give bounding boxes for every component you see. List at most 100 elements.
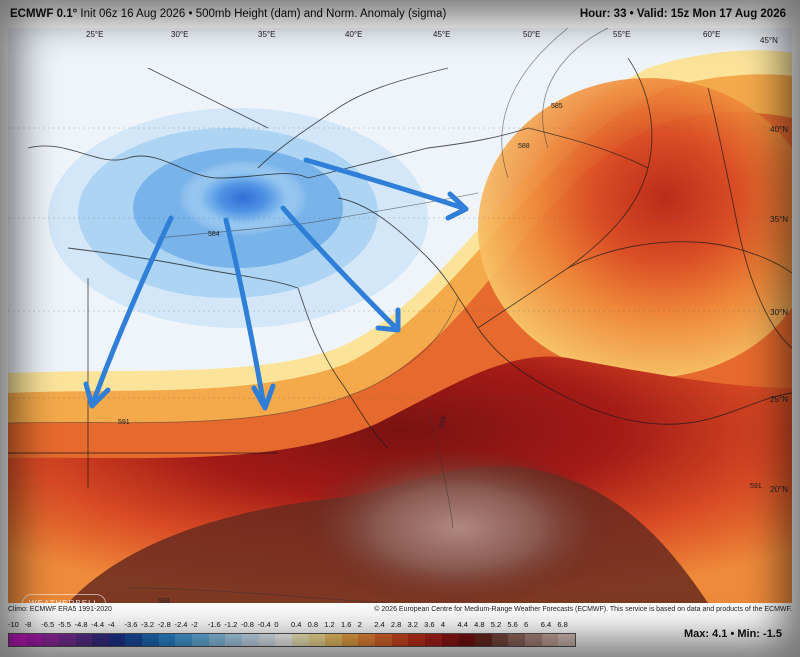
scale-label: -3.6 xyxy=(124,620,138,629)
lon-label: 60°E xyxy=(703,30,720,39)
lon-label: 45°N xyxy=(760,36,778,45)
scale-swatch xyxy=(474,634,492,646)
scale-swatch xyxy=(291,634,309,646)
scale-swatch xyxy=(308,634,326,646)
arrow-east xyxy=(303,157,466,211)
scale-label: -4.4 xyxy=(91,620,105,629)
lon-label: 30°E xyxy=(171,30,188,39)
weatherbell-logo: WEATHERBELL xyxy=(22,594,106,603)
lat-label: 30°N xyxy=(770,308,788,317)
scale-label: -2.4 xyxy=(174,620,188,629)
scale-swatch xyxy=(375,634,392,646)
scale-swatch xyxy=(125,634,143,646)
credit-line: Climo: ECMWF ERA5 1991-2020 © 2026 Europ… xyxy=(8,605,792,617)
scale-swatch xyxy=(458,634,475,646)
scale-label: 1.2 xyxy=(324,620,335,629)
contour-label: 588 xyxy=(518,143,530,150)
lat-label: 20°N xyxy=(770,485,788,494)
scale-swatch xyxy=(108,634,126,646)
scale-label: -1.2 xyxy=(224,620,238,629)
scale-label: -10 xyxy=(8,620,19,629)
scale-label: 4 xyxy=(440,620,445,629)
scale-label: 4.4 xyxy=(457,620,468,629)
longitude-labels: 25°E 30°E 35°E 40°E 45°E 50°E 55°E 60°E … xyxy=(86,30,778,45)
contour-label: 591 xyxy=(118,419,130,426)
scale-swatch xyxy=(175,634,193,646)
arrowhead-east xyxy=(445,191,469,221)
lat-label: 35°N xyxy=(770,215,788,224)
scale-swatch xyxy=(75,634,93,646)
scale-label: -0.8 xyxy=(241,620,254,629)
scale-swatch xyxy=(241,634,259,646)
lon-label: 55°E xyxy=(613,30,630,39)
scale-label: 5.2 xyxy=(490,620,502,629)
scale-swatch xyxy=(9,634,26,646)
scale-swatch xyxy=(192,634,209,646)
max-min-readout: Max: 4.1 • Min: -1.5 xyxy=(684,628,782,640)
scale-swatch xyxy=(208,634,226,646)
scale-label: -5.5 xyxy=(57,620,71,629)
latitude-labels: 40°N 35°N 30°N 25°N 20°N xyxy=(770,125,788,494)
contour-label: 591 xyxy=(750,483,762,490)
scale-swatch xyxy=(225,634,242,646)
scale-swatch xyxy=(541,634,559,646)
scale-label: 2.8 xyxy=(390,620,402,629)
scale-swatch xyxy=(325,634,342,646)
contour-label: 593 xyxy=(158,598,170,603)
scale-swatch xyxy=(408,634,426,646)
scale-swatch xyxy=(491,634,509,646)
contour-label: 585 xyxy=(551,103,563,110)
scale-label: -2 xyxy=(191,620,198,629)
scale-label: 5.6 xyxy=(507,620,518,629)
title-bullet: • xyxy=(188,8,193,20)
scale-swatch xyxy=(358,634,376,646)
scale-swatch xyxy=(275,634,292,646)
arrow-heads xyxy=(83,191,469,411)
lon-label: 40°E xyxy=(345,30,362,39)
scale-label: -0.4 xyxy=(257,620,271,629)
arrow-south xyxy=(223,217,267,409)
scale-label: -4.8 xyxy=(74,620,88,629)
valid-time: Hour: 33 • Valid: 15z Mon 17 Aug 2026 xyxy=(579,8,786,20)
lat-label: 40°N xyxy=(770,125,788,134)
scale-label: 2.4 xyxy=(374,620,385,629)
weather-map: 25°E 30°E 35°E 40°E 45°E 50°E 55°E 60°E … xyxy=(8,28,792,603)
scale-swatch xyxy=(142,634,159,646)
annotation-arrows xyxy=(90,157,466,409)
contour-label: 584 xyxy=(208,231,220,238)
contour-label: 594 xyxy=(439,416,448,429)
scale-label: 3.2 xyxy=(407,620,418,629)
scale-label: 4.8 xyxy=(474,620,485,629)
scale-label: 6 xyxy=(524,620,529,629)
scale-swatch xyxy=(441,634,459,646)
init-time: Init 06z 16 Aug 2026 xyxy=(80,8,186,20)
scale-label: 1.6 xyxy=(340,620,352,629)
climo-text: Climo: ECMWF ERA5 1991-2020 xyxy=(8,606,112,613)
scale-swatch xyxy=(258,634,276,646)
scale-swatch xyxy=(524,634,542,646)
scale-label: 0.8 xyxy=(307,620,319,629)
arrowhead-south xyxy=(251,383,276,411)
scale-swatch xyxy=(25,634,43,646)
field-name: 500mb Height (dam) and Norm. Anomaly (si… xyxy=(195,8,447,20)
scale-label: 0.4 xyxy=(291,620,302,629)
lon-label: 35°E xyxy=(258,30,275,39)
arrow-southwest xyxy=(90,215,174,406)
scale-swatch xyxy=(92,634,109,646)
lon-label: 45°E xyxy=(433,30,450,39)
color-scale-bar xyxy=(8,633,576,647)
scale-label: -4 xyxy=(107,620,115,629)
model-name: ECMWF 0.1° xyxy=(10,8,78,20)
lon-label: 25°E xyxy=(86,30,103,39)
scale-label: -8 xyxy=(24,620,32,629)
scale-swatch xyxy=(58,634,76,646)
height-contours xyxy=(8,28,609,603)
anomaly-map-svg: 25°E 30°E 35°E 40°E 45°E 50°E 55°E 60°E … xyxy=(8,28,792,603)
lat-label: 25°N xyxy=(770,395,788,404)
scale-swatch xyxy=(391,634,409,646)
scale-label: 2 xyxy=(357,620,362,629)
scale-label: -6.5 xyxy=(41,620,55,629)
scale-label: -3.2 xyxy=(141,620,155,629)
scale-label: 0 xyxy=(274,620,279,629)
scale-swatch xyxy=(558,634,575,646)
